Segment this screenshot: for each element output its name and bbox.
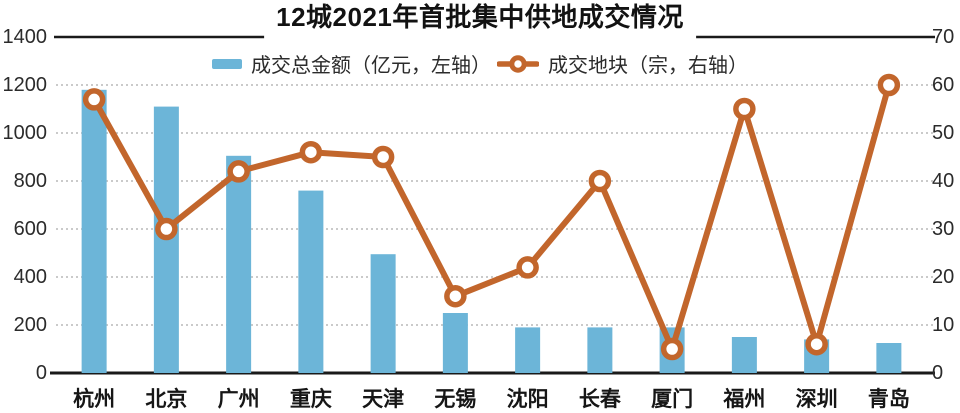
y-axis-tick-left: 800 <box>13 170 47 192</box>
bar-青岛 <box>876 343 902 373</box>
line-marker-福州 <box>733 97 756 121</box>
line-marker-深圳 <box>805 332 828 356</box>
bar-福州 <box>731 337 757 373</box>
x-axis-label-天津: 天津 <box>362 388 405 411</box>
y-axis-tick-left: 0 <box>35 362 47 384</box>
line-marker-杭州 <box>82 88 106 111</box>
x-axis-label-广州: 广州 <box>217 388 260 411</box>
line-marker-无锡 <box>444 284 467 308</box>
x-axis-label-无锡: 无锡 <box>434 388 477 411</box>
y-axis-tick-right: 40 <box>932 170 955 192</box>
y-axis-tick-right: 10 <box>932 314 955 336</box>
y-axis-tick-right: 30 <box>932 218 955 240</box>
chart-legend: 成交总金额（亿元，左轴） 成交地块（宗，右轴） <box>0 49 960 78</box>
line-marker-天津 <box>371 145 395 169</box>
legend-item-line-series: 成交地块（宗，右轴） <box>497 49 748 78</box>
bar-长春 <box>587 327 613 373</box>
bar-杭州 <box>81 89 107 374</box>
x-axis-label-沈阳: 沈阳 <box>506 388 549 411</box>
bar-广州 <box>226 155 252 373</box>
bar-无锡 <box>442 313 468 373</box>
y-axis-tick-left: 600 <box>13 218 47 240</box>
x-axis-label-福州: 福州 <box>723 388 766 411</box>
x-axis-label-厦门: 厦门 <box>651 388 694 411</box>
x-axis-label-北京: 北京 <box>145 388 188 411</box>
line-marker-青岛 <box>877 73 901 97</box>
y-axis-tick-right: 0 <box>932 362 944 384</box>
line-marker-重庆 <box>299 140 323 164</box>
y-axis-tick-left: 400 <box>13 266 47 288</box>
line-series-marker-icon <box>497 54 539 73</box>
y-axis-tick-right: 70 <box>932 26 955 48</box>
bar-天津 <box>370 254 396 373</box>
line-series-path <box>91 82 892 352</box>
x-axis-label-杭州: 杭州 <box>73 388 116 411</box>
y-axis-tick-right: 50 <box>932 122 955 144</box>
bar-沈阳 <box>515 327 541 373</box>
y-axis-tick-left: 1200 <box>2 74 48 96</box>
legend-bar-series-label: 成交总金额（亿元，左轴） <box>251 55 491 77</box>
legend-line-series-label: 成交地块（宗，右轴） <box>548 55 748 77</box>
line-marker-厦门 <box>660 337 684 361</box>
x-axis-label-青岛: 青岛 <box>867 388 910 411</box>
bar-series-swatch-icon <box>212 58 242 69</box>
bar-重庆 <box>298 190 324 373</box>
legend-item-bar-series: 成交总金额（亿元，左轴） <box>212 49 491 78</box>
x-axis-label-重庆: 重庆 <box>289 388 332 411</box>
line-marker-长春 <box>588 169 612 193</box>
y-axis-tick-left: 1400 <box>2 26 48 48</box>
line-marker-沈阳 <box>516 256 539 279</box>
y-axis-tick-right: 20 <box>932 266 955 288</box>
x-axis-label-深圳: 深圳 <box>795 388 838 411</box>
line-marker-广州 <box>227 160 250 183</box>
y-axis-tick-left: 200 <box>13 314 47 336</box>
y-axis-tick-left: 1000 <box>2 122 48 144</box>
chart-title: 12城2021年首批集中供地成交情况 <box>264 0 696 40</box>
y-axis-tick-right: 60 <box>932 74 955 96</box>
x-axis-label-长春: 长春 <box>578 388 621 411</box>
line-marker-北京 <box>155 217 178 241</box>
